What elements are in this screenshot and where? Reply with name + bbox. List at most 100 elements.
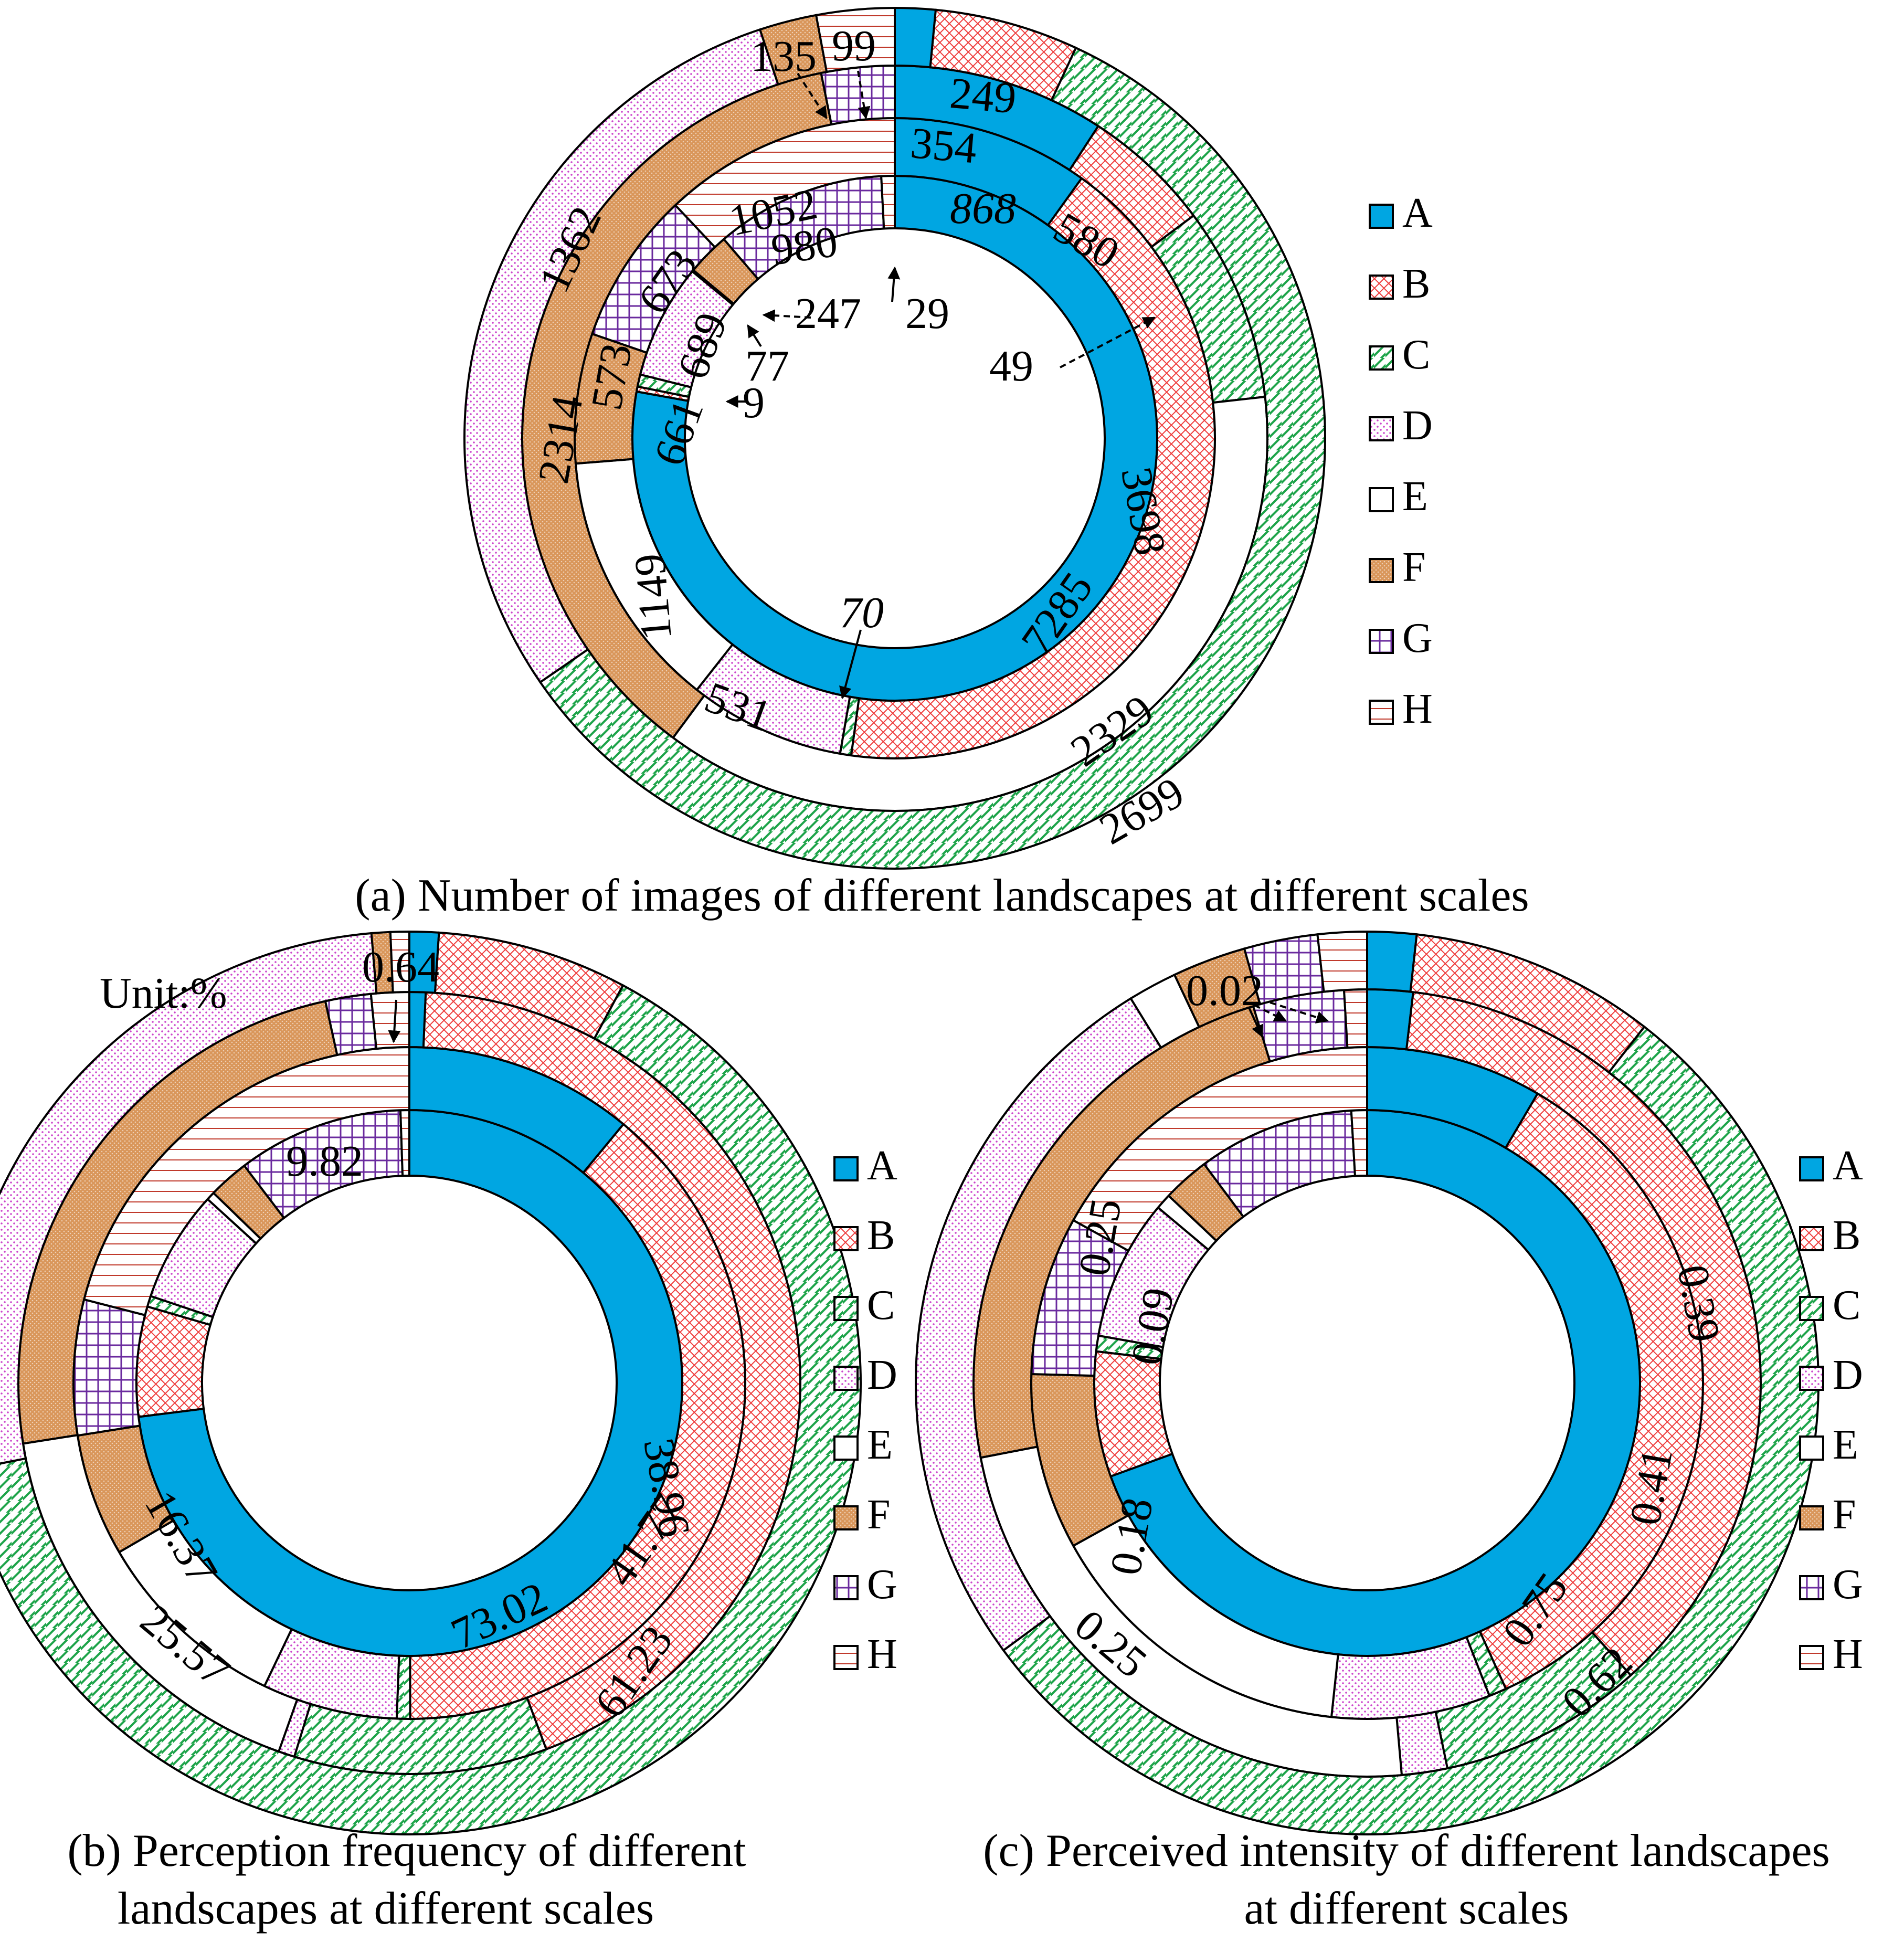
caption-c-line2: at different scales bbox=[1244, 1883, 1569, 1934]
label-a-247: 247 bbox=[795, 289, 861, 338]
leader-29 bbox=[887, 266, 901, 302]
legend-c-label-B: B bbox=[1833, 1212, 1860, 1259]
ring-a-outer-H bbox=[815, 6, 896, 73]
leader-c-0.02a bbox=[1248, 1007, 1263, 1038]
legend-c-swatch-H bbox=[1799, 1645, 1824, 1670]
ring-c-inner-H bbox=[1350, 1109, 1368, 1177]
legend-a-label-C: C bbox=[1402, 332, 1430, 378]
leader-0.64 bbox=[388, 999, 401, 1043]
ring-b-outer-H bbox=[389, 930, 410, 994]
legend-a-label-F: F bbox=[1402, 544, 1426, 590]
legend-c-label-D: D bbox=[1833, 1352, 1863, 1398]
ring-b-inner-H bbox=[399, 1109, 410, 1177]
caption-c-line1: (c) Perceived intensity of different lan… bbox=[983, 1825, 1830, 1876]
legend-b-swatch-C bbox=[833, 1296, 859, 1321]
rings-b bbox=[0, 930, 862, 1835]
label-a-980: 980 bbox=[768, 217, 841, 275]
legend-a-swatch-F bbox=[1369, 558, 1394, 583]
legend-a-label-A: A bbox=[1402, 190, 1433, 236]
legend-b-label-H: H bbox=[867, 1631, 897, 1677]
legend-b-swatch-H bbox=[833, 1645, 859, 1670]
legend-a-swatch-B bbox=[1369, 275, 1394, 300]
legend-b-swatch-F bbox=[833, 1505, 859, 1530]
legend-b-label-B: B bbox=[867, 1212, 895, 1259]
legend-c-label-F: F bbox=[1833, 1492, 1856, 1538]
ring-c-inner-B bbox=[1093, 1350, 1174, 1478]
legend-a-label-D: D bbox=[1402, 403, 1433, 449]
caption-b-line2: landscapes at different scales bbox=[118, 1883, 654, 1934]
legend-c-swatch-E bbox=[1799, 1435, 1824, 1461]
legend-b-swatch-D bbox=[833, 1366, 859, 1391]
legend-a-swatch-A bbox=[1369, 204, 1394, 229]
label-a-135: 135 bbox=[750, 32, 817, 81]
ring-c-outer-A bbox=[1366, 930, 1418, 993]
label-a-99: 99 bbox=[832, 22, 876, 70]
label-b-9.82: 9.82 bbox=[286, 1137, 363, 1186]
ring-b-inner-B bbox=[135, 1305, 212, 1418]
label-a-354: 354 bbox=[908, 119, 979, 173]
legend-c-swatch-B bbox=[1799, 1226, 1824, 1251]
legend-b-label-E: E bbox=[867, 1422, 893, 1468]
label-a-29: 29 bbox=[905, 289, 949, 338]
label-c-0.02: 0.02 bbox=[1186, 966, 1263, 1015]
label-a-573: 573 bbox=[582, 340, 641, 414]
legend-c-label-A: A bbox=[1833, 1143, 1863, 1189]
legend-a-label-G: G bbox=[1402, 615, 1433, 661]
rings-c bbox=[915, 930, 1820, 1835]
legend-b-label-D: D bbox=[867, 1352, 897, 1398]
leader-247 bbox=[762, 309, 811, 322]
chart-b: Unit:% 0.64 73.02 9.82 38.96 41.77 16.37… bbox=[0, 930, 897, 1934]
legend-c-swatch-D bbox=[1799, 1366, 1824, 1391]
legend-b-label-G: G bbox=[867, 1561, 897, 1608]
legend-b-label-A: A bbox=[867, 1143, 897, 1189]
caption-a: (a) Number of images of different landsc… bbox=[355, 870, 1529, 921]
leader-c-0.02b bbox=[1254, 1004, 1287, 1022]
legend-a-swatch-D bbox=[1369, 416, 1394, 441]
ring-a-outer-A bbox=[894, 6, 937, 69]
legend-c-swatch-F bbox=[1799, 1505, 1824, 1530]
legend-c-label-C: C bbox=[1833, 1282, 1860, 1328]
legend-a-label-E: E bbox=[1402, 473, 1428, 520]
leader-49 bbox=[1060, 316, 1156, 368]
chart-c: 0.02 0.75 0.41 0.39 0.18 0.25 0.09 0.25 … bbox=[915, 930, 1863, 1934]
legend-a-swatch-C bbox=[1369, 345, 1394, 371]
legend-c-swatch-G bbox=[1799, 1575, 1824, 1600]
label-a-70: 70 bbox=[840, 588, 884, 637]
caption-b-line1: (b) Perception frequency of different bbox=[67, 1825, 746, 1876]
label-a-868: 868 bbox=[950, 184, 1016, 233]
legend-b-label-F: F bbox=[867, 1492, 891, 1538]
legend-a-label-B: B bbox=[1402, 261, 1430, 307]
label-a-1149: 1149 bbox=[625, 552, 681, 642]
unit-label: Unit:% bbox=[100, 969, 227, 1018]
ring-b-ring3-H bbox=[369, 990, 410, 1050]
legend-c-label-G: G bbox=[1833, 1561, 1863, 1608]
ring-c-ring3-A bbox=[1366, 988, 1415, 1051]
legend-a-label-H: H bbox=[1402, 686, 1433, 732]
label-b-0.64: 0.64 bbox=[362, 943, 439, 991]
legend-b-label-C: C bbox=[867, 1282, 895, 1328]
legend-c-swatch-A bbox=[1799, 1156, 1824, 1181]
legend-a-swatch-H bbox=[1369, 700, 1394, 725]
ring-a-outer-C bbox=[538, 46, 1326, 870]
ring-c-outer-H bbox=[1316, 930, 1368, 993]
ring-c-outer-C bbox=[1002, 1025, 1820, 1835]
leader-99 bbox=[857, 70, 871, 120]
legend-c-label-E: E bbox=[1833, 1422, 1858, 1468]
label-a-77: 77 bbox=[745, 342, 789, 390]
legend-b-swatch-G bbox=[833, 1575, 859, 1600]
legend-b-swatch-B bbox=[833, 1226, 859, 1251]
rings-a bbox=[463, 6, 1326, 870]
chart-a: 29 70 7285 868 9 77 247 980 661 689 673 … bbox=[355, 6, 1529, 921]
label-a-9: 9 bbox=[743, 378, 765, 427]
label-a-49: 49 bbox=[989, 342, 1033, 390]
leader-135 bbox=[797, 72, 828, 120]
legend-c-label-H: H bbox=[1833, 1631, 1863, 1677]
legend-b-swatch-E bbox=[833, 1435, 859, 1461]
legend-a-swatch-G bbox=[1369, 629, 1394, 654]
ring-b-ring2-G bbox=[72, 1298, 146, 1437]
leader-77 bbox=[747, 324, 762, 347]
